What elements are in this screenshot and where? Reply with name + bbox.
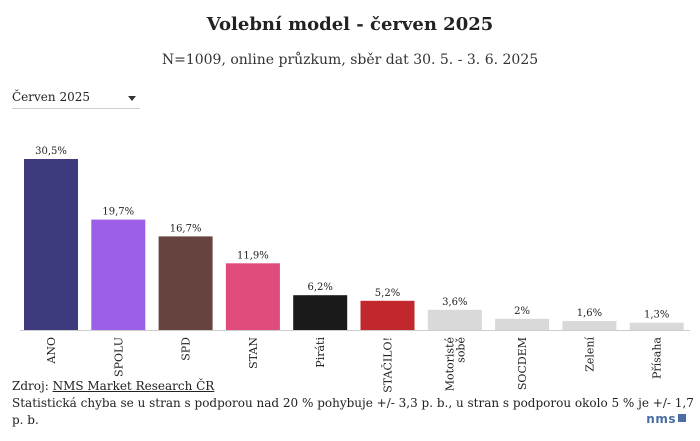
chevron-down-icon xyxy=(128,96,136,101)
data-label: 2% xyxy=(514,306,530,317)
category-label: Piráti xyxy=(314,337,327,368)
category-label-text: SPD xyxy=(180,337,193,361)
error-note: Statistická chyba se u stran s podporou … xyxy=(12,396,694,427)
chart-title: Volební model - červen 2025 xyxy=(206,14,494,35)
data-label: 30,5% xyxy=(35,146,67,157)
source-link[interactable]: NMS Market Research ČR xyxy=(52,379,215,393)
source-line: Zdroj: NMS Market Research ČR xyxy=(12,378,700,395)
bar-spolu[interactable] xyxy=(91,219,146,330)
period-dropdown[interactable]: Červen 2025 xyxy=(12,88,140,109)
bar-stan[interactable] xyxy=(225,263,280,330)
data-label: 11,9% xyxy=(237,250,269,261)
data-label: 1,3% xyxy=(644,310,669,321)
data-label: 3,6% xyxy=(442,297,467,308)
category-label-text: SOCDEM xyxy=(516,337,529,390)
data-label: 19,7% xyxy=(102,207,134,218)
bar-motorist-sob-[interactable] xyxy=(427,309,482,330)
category-label: Zelení xyxy=(583,337,596,372)
period-dropdown-value: Červen 2025 xyxy=(12,90,90,104)
footer: Zdroj: NMS Market Research ČR Statistick… xyxy=(12,378,700,429)
nms-logo: nms xyxy=(646,412,686,426)
category-label: ANO xyxy=(45,337,58,365)
bar-p-saha[interactable] xyxy=(629,322,684,330)
category-label-text: SPOLU xyxy=(112,337,125,377)
category-label-text: Piráti xyxy=(314,337,327,368)
category-label-text: sobě xyxy=(454,337,467,363)
category-label-text: Zelení xyxy=(583,337,596,372)
bar-socdem[interactable] xyxy=(495,318,550,330)
category-label: SPOLU xyxy=(112,337,125,377)
logo-text: nms xyxy=(646,412,676,426)
bar-sta-ilo-[interactable] xyxy=(360,300,415,330)
category-label: STAČILO! xyxy=(381,337,395,393)
bar-zelen-[interactable] xyxy=(562,321,617,330)
data-label: 1,6% xyxy=(577,308,602,319)
source-prefix: Zdroj: xyxy=(12,379,53,393)
bar-spd[interactable] xyxy=(158,236,213,330)
bar-pir-ti[interactable] xyxy=(293,295,348,330)
data-label: 16,7% xyxy=(170,223,202,234)
category-label: SOCDEM xyxy=(516,337,529,390)
bar-ano[interactable] xyxy=(24,159,78,330)
data-label: 5,2% xyxy=(375,288,400,299)
logo-square-icon xyxy=(678,414,686,422)
category-label-text: STAČILO! xyxy=(381,337,395,393)
data-label: 6,2% xyxy=(307,282,332,293)
category-label: SPD xyxy=(180,337,193,361)
chart-subtitle: N=1009, online průzkum, sběr dat 30. 5. … xyxy=(161,52,539,68)
category-label-text: Motoristé xyxy=(443,337,456,391)
category-label-text: STAN xyxy=(247,337,260,369)
category-label-text: ANO xyxy=(45,337,58,365)
category-label: Přísaha xyxy=(651,337,664,379)
category-label: STAN xyxy=(247,337,260,369)
category-label-text: Přísaha xyxy=(651,337,664,379)
